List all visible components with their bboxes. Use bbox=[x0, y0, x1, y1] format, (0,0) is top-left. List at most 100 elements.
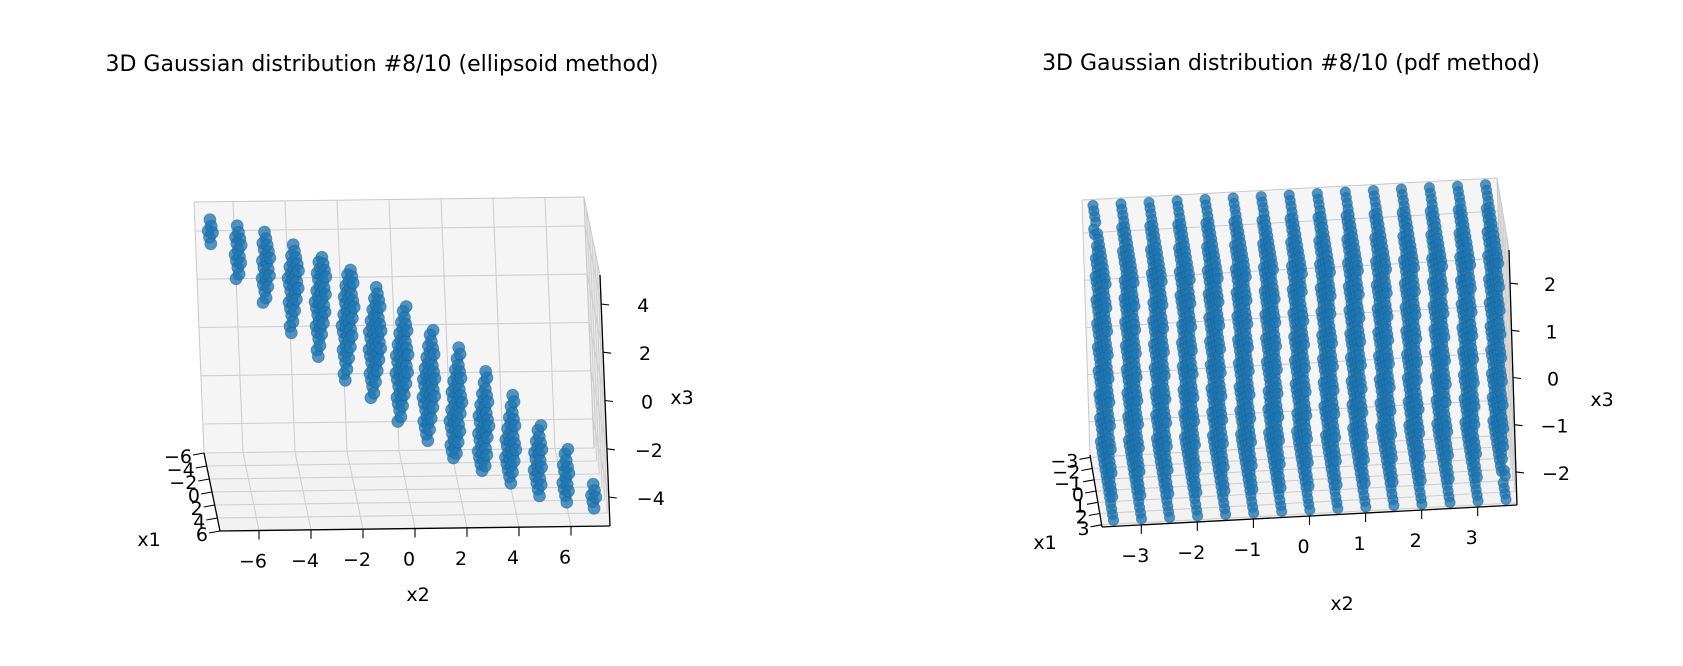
scatter-point bbox=[1328, 384, 1340, 396]
scatter-point bbox=[1470, 448, 1483, 460]
scatter-point bbox=[1382, 310, 1394, 323]
scatter-point bbox=[1188, 415, 1201, 427]
scatter-point bbox=[1411, 333, 1423, 345]
scatter-point bbox=[1386, 452, 1399, 464]
scatter-point bbox=[1248, 507, 1260, 519]
scatter-point bbox=[1090, 216, 1102, 228]
x2-tick-label: 6 bbox=[559, 547, 571, 569]
x2-tick-label: 0 bbox=[1297, 536, 1309, 558]
scatter-point bbox=[453, 424, 467, 438]
scatter-point bbox=[289, 292, 303, 306]
x1-tick bbox=[1088, 512, 1100, 517]
scatter-point bbox=[1133, 442, 1145, 454]
scatter-point bbox=[367, 386, 381, 400]
x1-tick-label: −2 bbox=[1052, 462, 1080, 484]
scatter-point bbox=[1380, 263, 1393, 275]
x2-tick-label: −2 bbox=[343, 549, 371, 571]
scatter-point bbox=[1497, 441, 1510, 453]
scatter-point bbox=[1274, 458, 1286, 470]
x1-tick bbox=[1084, 490, 1097, 494]
scatter-point bbox=[401, 348, 415, 362]
x1-tick bbox=[1081, 467, 1093, 472]
scatter-point bbox=[1214, 319, 1226, 332]
scatter-point bbox=[1493, 281, 1506, 293]
scatter-point bbox=[1325, 308, 1337, 320]
x1-tick bbox=[208, 530, 221, 534]
scatter-point bbox=[1359, 477, 1371, 489]
scatter-point bbox=[1355, 336, 1367, 348]
scatter-point bbox=[562, 484, 575, 498]
scatter-point bbox=[1352, 265, 1364, 277]
x2-tick-label: −6 bbox=[239, 551, 267, 573]
scatter-point bbox=[1471, 471, 1483, 483]
x1-tick bbox=[195, 465, 207, 469]
scatter-point bbox=[370, 364, 384, 378]
scatter-point bbox=[1245, 436, 1258, 448]
x3-tick-label: −4 bbox=[637, 488, 665, 510]
scatter-point bbox=[1301, 409, 1313, 422]
scatter-point bbox=[1469, 418, 1481, 431]
scatter-point bbox=[1270, 340, 1283, 352]
scatter-point bbox=[399, 300, 413, 313]
scatter-point bbox=[1240, 271, 1252, 283]
scatter-point bbox=[562, 466, 576, 480]
scatter-point bbox=[1219, 508, 1232, 521]
scatter-point bbox=[1129, 300, 1141, 312]
x3-axis-label: x3 bbox=[670, 387, 693, 409]
scatter-point bbox=[1331, 479, 1343, 491]
scatter-point bbox=[1495, 328, 1507, 340]
scatter-point bbox=[504, 476, 518, 490]
scatter-point bbox=[560, 495, 574, 509]
pane-edge bbox=[193, 201, 205, 454]
x3-tick-label: −2 bbox=[1542, 463, 1570, 485]
scatter-point bbox=[1499, 470, 1511, 482]
scatter-point bbox=[1387, 476, 1399, 488]
x1-tick-label: −2 bbox=[169, 472, 197, 494]
scatter-point bbox=[1301, 433, 1314, 445]
scatter-point bbox=[1129, 324, 1142, 336]
scatter-point bbox=[319, 288, 332, 301]
scatter-point bbox=[427, 347, 441, 361]
scatter-point bbox=[1104, 420, 1117, 432]
x2-tick-label: −1 bbox=[1233, 539, 1261, 561]
scatter-point bbox=[234, 238, 248, 252]
scatter-point bbox=[206, 226, 219, 240]
scatter-point bbox=[1415, 474, 1427, 486]
scatter-point bbox=[1411, 374, 1423, 386]
scatter-point bbox=[1271, 364, 1283, 376]
scatter-point bbox=[478, 459, 492, 473]
scatter-point bbox=[1467, 330, 1479, 342]
grid-line bbox=[203, 447, 595, 454]
scatter-point bbox=[1218, 461, 1230, 473]
scatter-point bbox=[1464, 259, 1477, 271]
scatter-point bbox=[589, 490, 603, 504]
scatter-point bbox=[259, 291, 273, 305]
scatter-point bbox=[1102, 349, 1114, 361]
scatter-point bbox=[1355, 359, 1367, 371]
scatter-points bbox=[1087, 179, 1512, 526]
scatter-point bbox=[1100, 278, 1112, 290]
scatter-point bbox=[1465, 282, 1477, 295]
scatter-point bbox=[345, 329, 359, 343]
scatter-point bbox=[1438, 307, 1450, 320]
scatter-point bbox=[1296, 286, 1308, 298]
scatter-point bbox=[261, 280, 275, 294]
x3-tick-label: 2 bbox=[1544, 274, 1556, 296]
scatter-point bbox=[394, 410, 408, 424]
x1-tick-label: 2 bbox=[191, 498, 203, 520]
scatter-point bbox=[561, 442, 575, 456]
scatter-point bbox=[480, 371, 494, 385]
scatter-point bbox=[204, 237, 218, 251]
x1-tick-label: −6 bbox=[164, 446, 192, 468]
scatter-point bbox=[397, 388, 411, 402]
scatter-point bbox=[534, 478, 548, 492]
scatter-point bbox=[1327, 361, 1339, 373]
scatter-point bbox=[1358, 454, 1371, 466]
scatter-point bbox=[1495, 352, 1508, 364]
scatter-point bbox=[1440, 378, 1452, 390]
scatter-point bbox=[1190, 463, 1202, 475]
x3-tick bbox=[606, 448, 615, 451]
scatter-point bbox=[1184, 274, 1196, 286]
grid-line bbox=[584, 225, 602, 305]
